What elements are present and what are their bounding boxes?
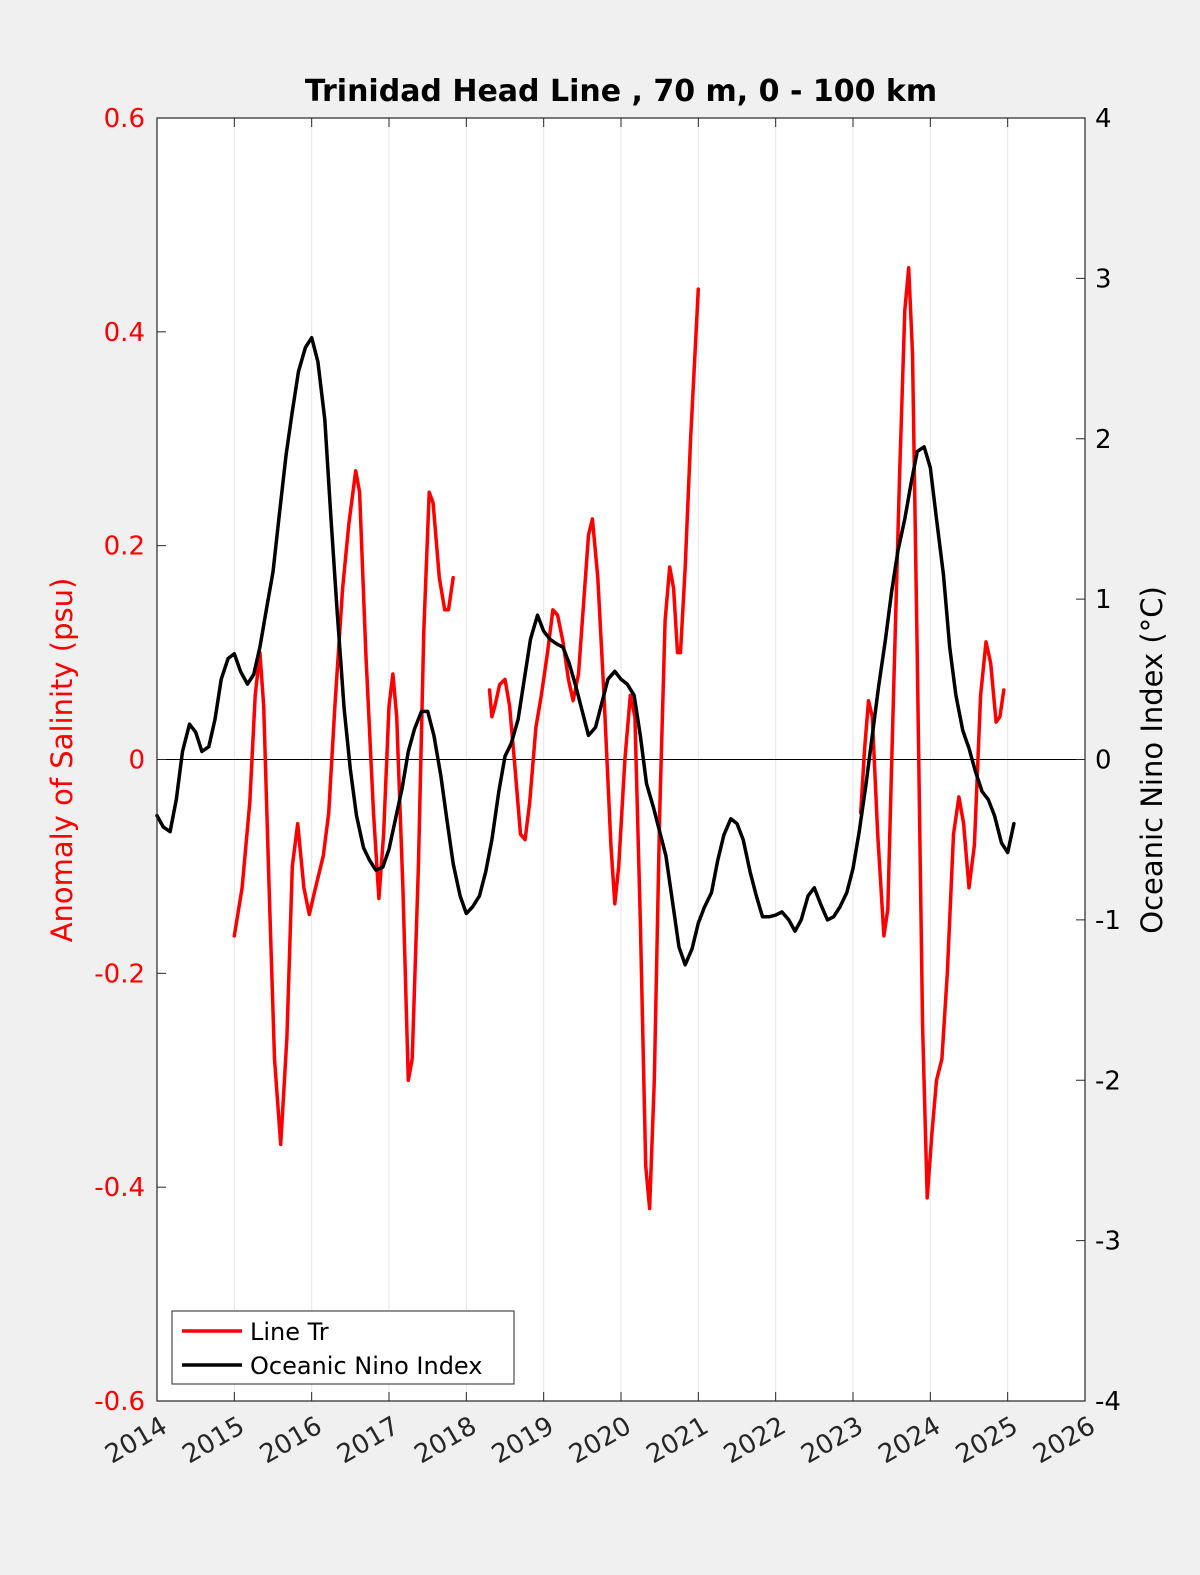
series-line-tr-segment-0 [232,469,455,1147]
legend-label-oni: Oceanic Nino Index [250,1352,482,1380]
y-left-tick-label: -0.2 [94,959,145,989]
chart-title: Trinidad Head Line , 70 m, 0 - 100 km [305,74,937,109]
y-left-tick-label: 0.6 [104,104,145,134]
y-right-tick-label: -4 [1095,1387,1121,1417]
y-right-tick-label: 4 [1095,104,1112,134]
series-oni-segment-0 [155,335,1016,967]
y-left-tick-label: -0.6 [94,1387,145,1417]
y-left-tick-label: 0.2 [104,532,145,562]
y-right-tick-label: -1 [1095,906,1121,936]
y-left-tick-label: 0 [128,746,145,776]
legend-box [171,1310,515,1385]
y-right-tick-label: 2 [1095,425,1112,455]
series-line-tr-segment-1 [487,287,701,1211]
y-axis-right-label: Oceanic Nino Index (°C) [1135,586,1169,934]
series-line-tr-segment-2 [858,265,1006,1200]
y-right-tick-label: 3 [1095,264,1112,294]
series-layer [155,265,1016,1211]
y-right-tick-label: -2 [1095,1066,1121,1096]
y-right-tick-label: 1 [1095,585,1112,615]
y-axis-left-label: Anomaly of Salinity (psu) [45,578,79,943]
y-right-tick-label: -3 [1095,1227,1121,1257]
y-left-tick-label: 0.4 [104,318,145,348]
legend-label-line-tr: Line Tr [250,1318,329,1346]
y-left-tick-label: -0.4 [94,1173,145,1203]
y-right-tick-label: 0 [1095,746,1112,776]
legend: Line Tr Oceanic Nino Index [171,1310,515,1385]
